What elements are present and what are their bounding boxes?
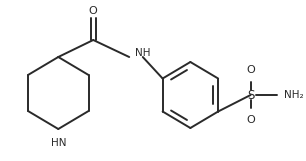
Text: O: O bbox=[246, 115, 255, 125]
Text: O: O bbox=[89, 6, 98, 16]
Text: O: O bbox=[246, 65, 255, 75]
Text: S: S bbox=[247, 89, 254, 101]
Text: NH₂: NH₂ bbox=[284, 90, 303, 100]
Text: HN: HN bbox=[50, 138, 66, 148]
Text: NH: NH bbox=[135, 48, 151, 58]
